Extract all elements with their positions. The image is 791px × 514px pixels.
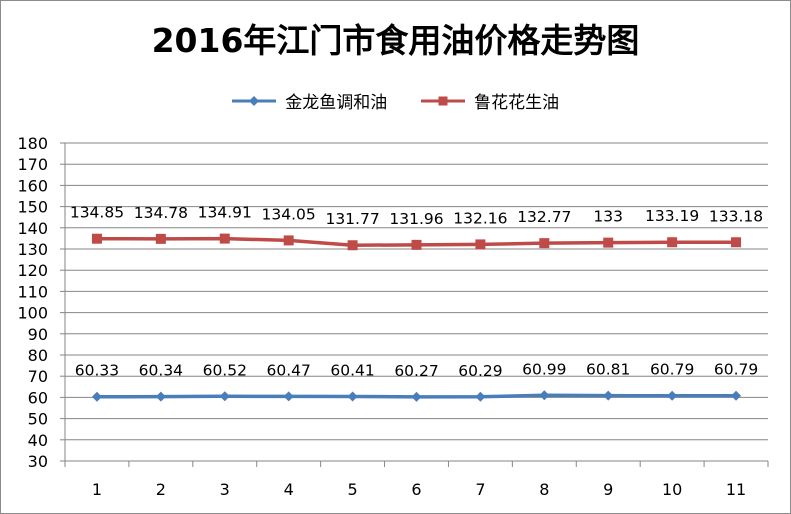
x-tick-label-5: 5 (347, 480, 357, 499)
y-tick-label-150: 150 (17, 198, 48, 217)
data-label-s1-5: 131.96 (389, 210, 443, 228)
data-point-s1-7 (539, 238, 550, 249)
data-label-s0-0: 60.33 (75, 362, 119, 380)
data-label-s1-0: 134.85 (70, 204, 124, 222)
data-point-s0-4 (347, 391, 358, 402)
data-point-s0-0 (91, 391, 102, 402)
data-label-s1-2: 134.91 (198, 204, 252, 222)
data-point-s0-8 (603, 390, 614, 401)
data-label-s1-3: 134.05 (262, 205, 316, 223)
y-tick-label-140: 140 (17, 219, 48, 238)
data-point-s1-0 (91, 233, 102, 244)
data-label-s0-7: 60.99 (522, 360, 566, 378)
data-point-s1-8 (603, 237, 614, 248)
x-tick-label-4: 4 (284, 480, 294, 499)
x-tick-label-10: 10 (662, 480, 682, 499)
y-tick-label-130: 130 (17, 240, 48, 259)
data-label-s0-10: 60.79 (714, 361, 758, 379)
data-label-s1-7: 132.77 (517, 208, 571, 226)
x-tick-label-8: 8 (539, 480, 549, 499)
data-point-s1-5 (411, 239, 422, 250)
data-point-s1-6 (475, 239, 486, 250)
data-label-s0-3: 60.47 (266, 361, 310, 379)
chart-title: 2016年江门市食用油价格走势图 (151, 21, 640, 60)
y-tick-label-160: 160 (17, 176, 48, 195)
data-point-s1-3 (283, 235, 294, 246)
y-tick-label-70: 70 (28, 367, 48, 386)
x-tick-label-11: 11 (726, 480, 746, 499)
y-tick-label-30: 30 (28, 452, 48, 471)
x-tick-label-2: 2 (156, 480, 166, 499)
data-label-s0-4: 60.41 (330, 362, 374, 380)
legend-label-jinlongyu: 金龙鱼调和油 (285, 93, 388, 113)
data-point-s0-3 (283, 391, 294, 402)
legend-entry-luhua: 鲁花花生油 (420, 88, 560, 113)
data-label-s0-2: 60.52 (203, 361, 247, 379)
y-tick-label-80: 80 (28, 346, 48, 365)
legend-marker-jinlongyu (231, 95, 276, 106)
data-point-s0-1 (155, 391, 166, 402)
data-label-s0-6: 60.29 (458, 362, 502, 380)
y-tick-label-40: 40 (28, 431, 48, 450)
data-point-s0-2 (219, 391, 230, 402)
data-point-s0-5 (411, 391, 422, 402)
y-tick-label-60: 60 (28, 388, 48, 407)
x-tick-label-1: 1 (92, 480, 102, 499)
legend-label-luhua: 鲁花花生油 (474, 93, 560, 113)
data-label-s1-4: 131.77 (325, 210, 379, 228)
y-tick-label-120: 120 (17, 261, 48, 280)
y-tick-label-100: 100 (17, 304, 48, 323)
data-point-s0-6 (475, 391, 486, 402)
x-tick-label-9: 9 (603, 480, 613, 499)
y-tick-label-50: 50 (28, 410, 48, 429)
x-tick-label-7: 7 (475, 480, 485, 499)
data-label-s1-1: 134.78 (134, 204, 188, 222)
data-label-s0-1: 60.34 (139, 362, 183, 380)
y-tick-label-110: 110 (17, 282, 48, 301)
data-label-s0-5: 60.27 (394, 362, 438, 380)
data-point-s0-9 (667, 390, 678, 401)
data-point-s0-7 (539, 390, 550, 401)
data-label-s1-9: 133.19 (645, 207, 699, 225)
data-label-s0-9: 60.79 (650, 361, 694, 379)
data-label-s0-8: 60.81 (586, 361, 630, 379)
data-point-s1-1 (155, 233, 166, 244)
y-tick-label-170: 170 (17, 155, 48, 174)
data-label-s1-10: 133.18 (709, 207, 763, 225)
data-point-s1-4 (347, 240, 358, 251)
y-tick-label-90: 90 (28, 325, 48, 344)
data-label-s1-8: 133 (593, 208, 623, 226)
legend: 金龙鱼调和油 鲁花花生油 (0, 88, 791, 113)
data-point-s1-2 (219, 233, 230, 244)
legend-entry-jinlongyu: 金龙鱼调和油 (231, 88, 388, 113)
legend-marker-luhua (420, 96, 465, 105)
x-tick-label-6: 6 (411, 480, 421, 499)
data-label-s1-6: 132.16 (453, 209, 507, 227)
data-point-s1-10 (731, 237, 742, 248)
x-tick-label-3: 3 (220, 480, 230, 499)
data-point-s0-10 (731, 390, 742, 401)
data-point-s1-9 (667, 237, 678, 248)
y-tick-label-180: 180 (17, 134, 48, 153)
